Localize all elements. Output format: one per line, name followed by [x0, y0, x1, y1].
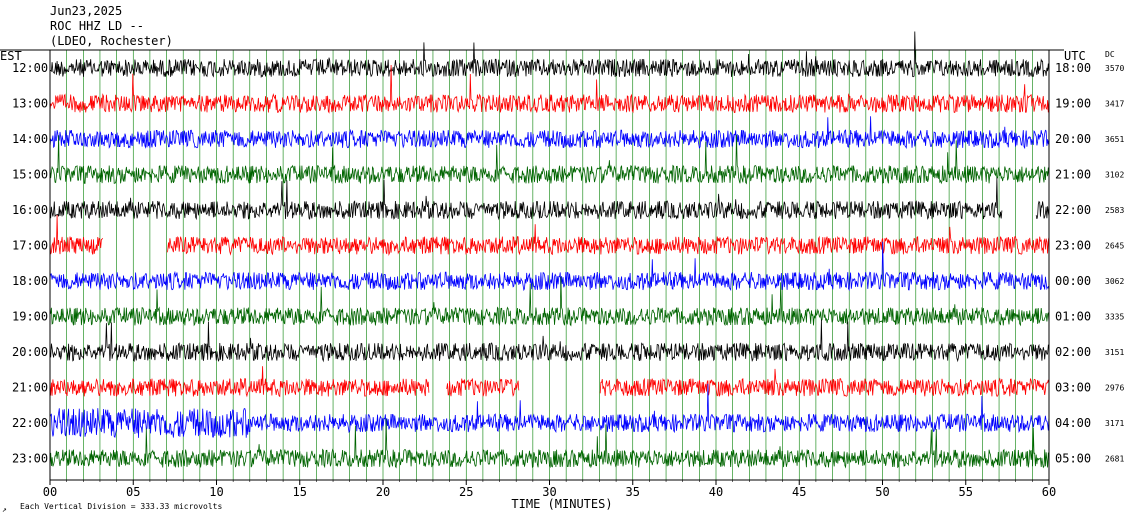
est-row-label: 22:00 [12, 416, 48, 430]
trace-1600 [49, 177, 1050, 221]
trace-1500 [49, 134, 1050, 185]
x-tick-label: 60 [1042, 485, 1056, 499]
est-row-label: 19:00 [12, 310, 48, 324]
utc-row-label: 22:00 [1055, 203, 1091, 217]
x-tick-label: 05 [126, 485, 140, 499]
est-row-label: 18:00 [12, 274, 48, 288]
trace-1200 [49, 31, 1050, 79]
header-date: Jun23,2025 [50, 4, 122, 18]
footer-corner-mark: ↗ [2, 505, 7, 514]
est-row-label: 13:00 [12, 97, 48, 111]
est-row-label: 15:00 [12, 168, 48, 182]
x-tick-label: 55 [959, 485, 973, 499]
dc-offset-label: 3651 [1105, 135, 1124, 144]
est-row-label: 12:00 [12, 61, 48, 75]
utc-row-label: 20:00 [1055, 132, 1091, 146]
dc-offset-label: 3151 [1105, 348, 1124, 357]
utc-row-label: 04:00 [1055, 416, 1091, 430]
x-axis-label: TIME (MINUTES) [511, 497, 612, 511]
est-row-label: 21:00 [12, 381, 48, 395]
dc-offset-label: 3335 [1105, 313, 1124, 322]
dc-offset-label: 2681 [1105, 455, 1124, 464]
dc-offset-label: 2976 [1105, 384, 1124, 393]
utc-row-label: 18:00 [1055, 61, 1091, 75]
dc-offset-label: 3171 [1105, 419, 1124, 428]
footer-scale-note: Each Vertical Division = 333.33 microvol… [20, 502, 222, 511]
utc-row-label: 02:00 [1055, 345, 1091, 359]
dc-header: DC [1105, 50, 1115, 59]
est-row-label: 20:00 [12, 345, 48, 359]
utc-row-label: 23:00 [1055, 239, 1091, 253]
x-tick-label: 15 [293, 485, 307, 499]
utc-row-label: 19:00 [1055, 97, 1091, 111]
dc-offset-label: 3417 [1105, 100, 1124, 109]
est-row-label: 16:00 [12, 203, 48, 217]
x-tick-label: 25 [459, 485, 473, 499]
left-timezone-label: EST [0, 49, 22, 63]
x-axis-ticks: 00 05 10 15 20 25 30 35 40 45 50 55 60 [43, 480, 1056, 499]
utc-row-label: 00:00 [1055, 274, 1091, 288]
seismic-traces [49, 31, 1050, 469]
utc-row-label: 01:00 [1055, 310, 1091, 324]
right-timezone-label: UTC [1064, 49, 1086, 63]
x-tick-label: 35 [626, 485, 640, 499]
x-tick-label: 40 [709, 485, 723, 499]
dc-offset-label: 3102 [1105, 171, 1124, 180]
utc-row-label: 05:00 [1055, 452, 1091, 466]
trace-2200 [49, 383, 1050, 439]
header-station: ROC HHZ LD -- [50, 19, 144, 33]
dc-offset-label: 3570 [1105, 64, 1124, 73]
trace-1700 [49, 214, 1050, 256]
trace-1900 [49, 276, 1050, 327]
utc-row-label: 21:00 [1055, 168, 1091, 182]
trace-2100 [49, 366, 1050, 398]
dc-offset-label: 2583 [1105, 206, 1124, 215]
minute-gridlines [66, 50, 1033, 480]
x-tick-label: 50 [875, 485, 889, 499]
x-tick-label: 45 [792, 485, 806, 499]
est-row-label: 23:00 [12, 452, 48, 466]
est-row-label: 17:00 [12, 239, 48, 253]
trace-1300 [49, 64, 1050, 114]
utc-row-label: 03:00 [1055, 381, 1091, 395]
x-tick-label: 30 [542, 485, 556, 499]
x-tick-label: 00 [43, 485, 57, 499]
dc-offset-label: 2645 [1105, 242, 1124, 251]
trace-1800 [49, 241, 1050, 292]
trace-1400 [49, 116, 1050, 150]
row-labels: 12:00 18:00 3570 13:00 19:00 3417 14:00 20:00 36… [12, 61, 1124, 466]
x-tick-label: 10 [209, 485, 223, 499]
dc-offset-label: 3062 [1105, 277, 1124, 286]
x-tick-label: 20 [376, 485, 390, 499]
trace-2000 [49, 319, 1050, 363]
est-row-label: 14:00 [12, 132, 48, 146]
trace-2300 [49, 418, 1050, 469]
header-network: (LDEO, Rochester) [50, 34, 173, 48]
